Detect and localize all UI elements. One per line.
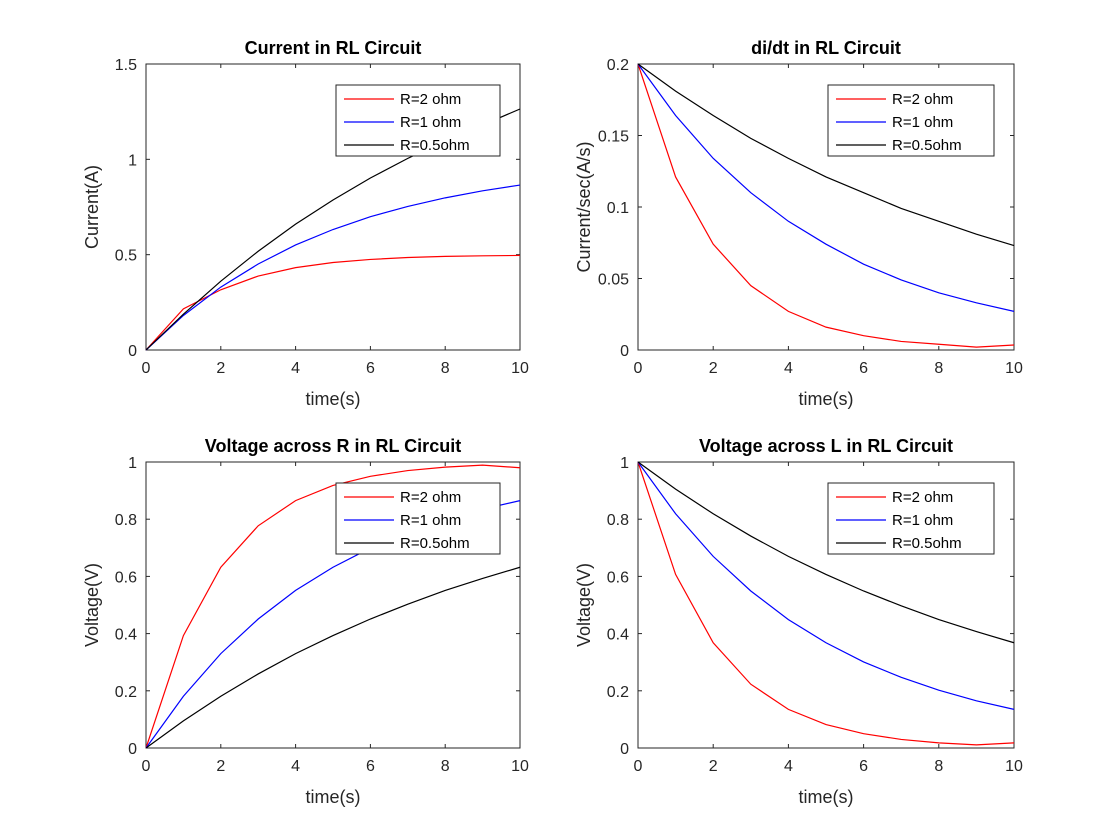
x-tick-label: 0 bbox=[634, 758, 643, 775]
legend-box bbox=[335, 482, 501, 555]
legend-label-3: R=0.5ohm bbox=[400, 137, 470, 154]
x-tick-label: 0 bbox=[142, 360, 151, 377]
x-tick-label: 6 bbox=[366, 758, 375, 775]
x-tick-label: 8 bbox=[934, 360, 943, 377]
y-tick-label: 0 bbox=[620, 343, 629, 360]
legend-label-3: R=0.5ohm bbox=[892, 137, 962, 154]
chart-title: Voltage across R in RL Circuit bbox=[205, 436, 461, 456]
x-tick-label: 10 bbox=[1005, 758, 1023, 775]
legend-box bbox=[827, 482, 995, 555]
x-tick-label: 0 bbox=[634, 360, 643, 377]
y-tick-label: 0.2 bbox=[607, 57, 629, 74]
legend-box bbox=[827, 84, 995, 157]
legend-label-2: R=1 ohm bbox=[892, 512, 953, 529]
y-tick-label: 0.5 bbox=[115, 248, 137, 265]
x-tick-label: 0 bbox=[142, 758, 151, 775]
y-tick-label: 0.1 bbox=[607, 200, 629, 217]
x-tick-label: 4 bbox=[291, 360, 300, 377]
x-tick-label: 2 bbox=[709, 758, 718, 775]
x-axis-label: time(s) bbox=[799, 787, 854, 807]
y-axis-label: Voltage(V) bbox=[82, 563, 102, 647]
y-tick-label: 0 bbox=[128, 741, 137, 758]
x-tick-label: 10 bbox=[1005, 360, 1023, 377]
x-tick-label: 8 bbox=[441, 360, 450, 377]
legend-label-3: R=0.5ohm bbox=[400, 535, 470, 552]
legend-label-1: R=2 ohm bbox=[892, 489, 953, 506]
y-tick-label: 0.15 bbox=[598, 129, 629, 146]
chart-title: Voltage across L in RL Circuit bbox=[699, 436, 953, 456]
x-tick-label: 8 bbox=[934, 758, 943, 775]
series-line-2 bbox=[637, 461, 1015, 710]
y-tick-label: 0.2 bbox=[607, 684, 629, 701]
legend: R=2 ohm R=1 ohm R=0.5ohm bbox=[827, 482, 995, 555]
x-tick-label: 6 bbox=[366, 360, 375, 377]
x-tick-label: 4 bbox=[291, 758, 300, 775]
y-tick-label: 0.8 bbox=[115, 512, 137, 529]
y-tick-label: 0.6 bbox=[115, 569, 137, 586]
y-axis-label: Voltage(V) bbox=[574, 563, 594, 647]
legend-label-1: R=2 ohm bbox=[400, 489, 461, 506]
x-tick-label: 8 bbox=[441, 758, 450, 775]
y-tick-label: 1 bbox=[128, 455, 137, 472]
series-line-1 bbox=[637, 63, 1015, 348]
chart-panel-2: 0 2 4 6 8 10 0 0.05 0.1 0.15 0.2 di/dt in RL Circui… bbox=[574, 38, 1023, 409]
y-tick-label: 0.8 bbox=[607, 512, 629, 529]
x-tick-label: 4 bbox=[784, 758, 793, 775]
series-line-2 bbox=[145, 184, 521, 351]
x-axis-label: time(s) bbox=[306, 389, 361, 409]
x-tick-label: 2 bbox=[216, 360, 225, 377]
y-tick-label: 1 bbox=[620, 455, 629, 472]
series-line-3 bbox=[145, 566, 521, 749]
legend-label-2: R=1 ohm bbox=[400, 114, 461, 131]
x-tick-label: 10 bbox=[511, 360, 529, 377]
x-tick-label: 6 bbox=[859, 360, 868, 377]
chart-title: di/dt in RL Circuit bbox=[751, 38, 901, 58]
x-tick-label: 4 bbox=[784, 360, 793, 377]
series-line-3 bbox=[637, 63, 1015, 247]
y-tick-label: 0.05 bbox=[598, 272, 629, 289]
x-tick-label: 6 bbox=[859, 758, 868, 775]
y-tick-label: 0.4 bbox=[607, 627, 629, 644]
y-tick-label: 1 bbox=[128, 152, 137, 169]
legend: R=2 ohm R=1 ohm R=0.5ohm bbox=[335, 482, 501, 555]
y-tick-label: 0 bbox=[128, 343, 137, 360]
y-axis-label: Current/sec(A/s) bbox=[574, 141, 594, 272]
legend: R=2 ohm R=1 ohm R=0.5ohm bbox=[827, 84, 995, 157]
legend-label-3: R=0.5ohm bbox=[892, 535, 962, 552]
chart-panel-4: 0 2 4 6 8 10 0 0.2 0.4 0.6 0.8 1 Voltage across L in… bbox=[574, 436, 1023, 807]
x-tick-label: 2 bbox=[709, 360, 718, 377]
legend-label-2: R=1 ohm bbox=[400, 512, 461, 529]
chart-panel-3: 0 2 4 6 8 10 0 0.2 0.4 0.6 0.8 1 Voltage across R in… bbox=[82, 436, 529, 807]
x-axis-label: time(s) bbox=[799, 389, 854, 409]
y-tick-label: 1.5 bbox=[115, 57, 137, 74]
series-line-1 bbox=[637, 461, 1015, 746]
legend: R=2 ohm R=1 ohm R=0.5ohm bbox=[335, 84, 501, 157]
legend-box bbox=[335, 84, 501, 157]
legend-label-2: R=1 ohm bbox=[892, 114, 953, 131]
y-tick-label: 0.4 bbox=[115, 627, 137, 644]
y-axis-label: Current(A) bbox=[82, 165, 102, 249]
legend-label-1: R=2 ohm bbox=[892, 91, 953, 108]
series-line-3 bbox=[637, 461, 1015, 644]
series-line-2 bbox=[637, 63, 1015, 312]
y-tick-label: 0.6 bbox=[607, 569, 629, 586]
x-tick-label: 10 bbox=[511, 758, 529, 775]
legend-label-1: R=2 ohm bbox=[400, 91, 461, 108]
x-axis-label: time(s) bbox=[306, 787, 361, 807]
chart-title: Current in RL Circuit bbox=[245, 38, 422, 58]
series-line-1 bbox=[145, 464, 521, 749]
y-tick-label: 0.2 bbox=[115, 684, 137, 701]
y-tick-label: 0 bbox=[620, 741, 629, 758]
chart-panel-1: 0 2 4 6 8 10 0 0.5 1 1.5 Current in RL Circuit time… bbox=[82, 38, 529, 409]
x-tick-label: 2 bbox=[216, 758, 225, 775]
